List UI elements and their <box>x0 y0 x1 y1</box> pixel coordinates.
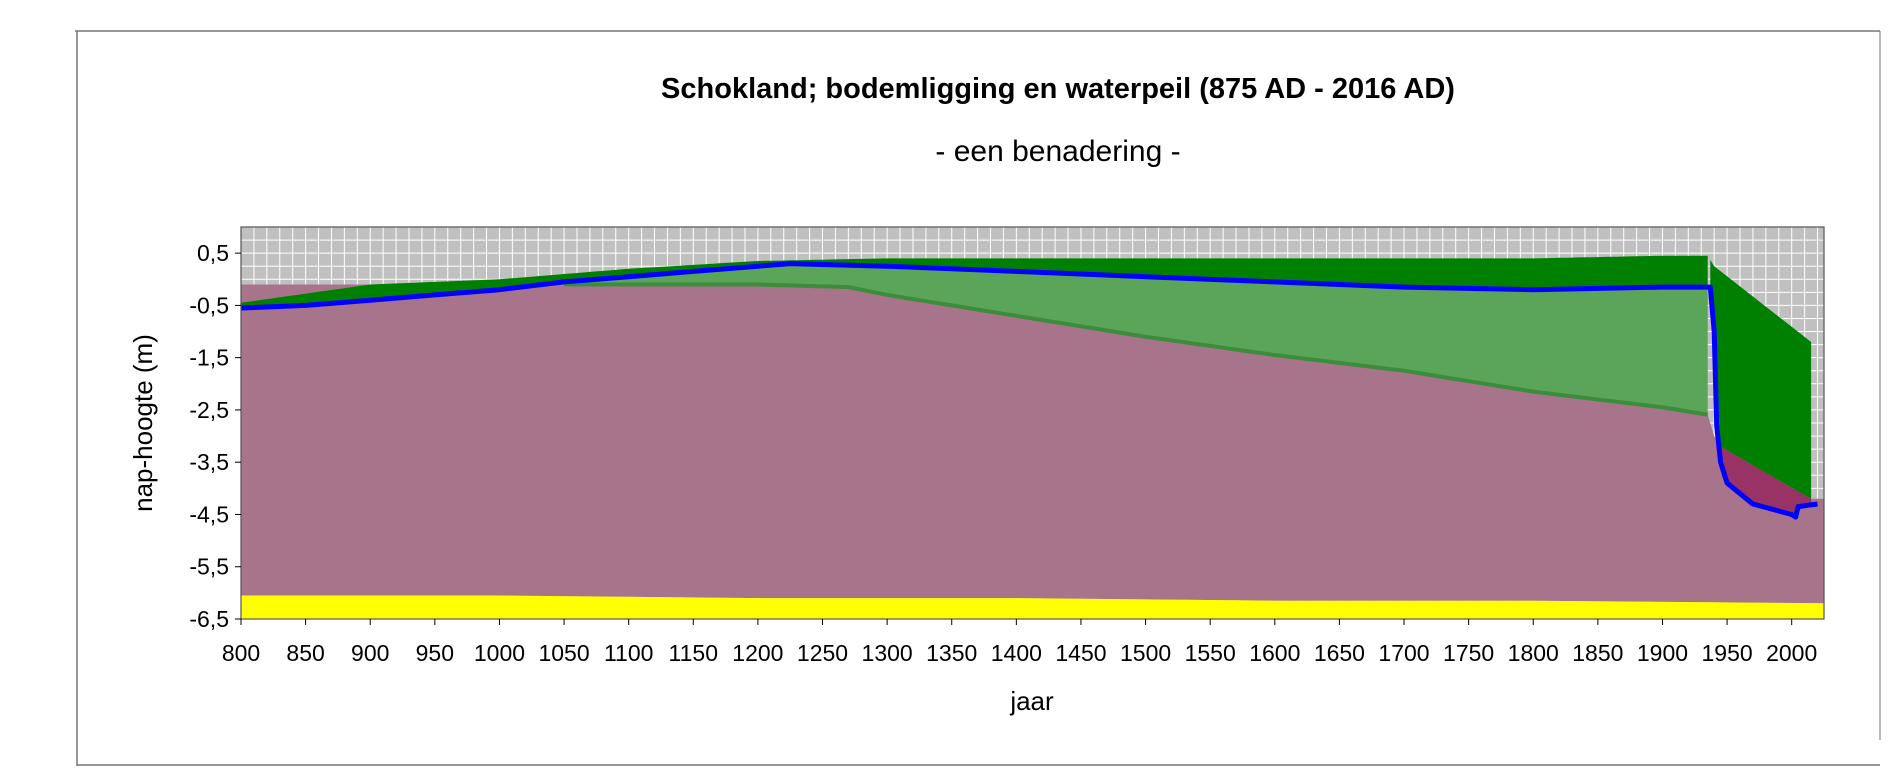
x-tick-label: 950 <box>416 640 454 666</box>
x-tick-label: 1450 <box>1055 640 1106 666</box>
x-tick-label: 1750 <box>1443 640 1494 666</box>
y-tick-label: -6,5 <box>189 606 229 632</box>
x-tick-label: 900 <box>351 640 389 666</box>
water-level-line <box>240 261 1818 520</box>
dark-green-top-layer <box>241 255 1708 308</box>
clay-boundary-line <box>564 282 1709 417</box>
plot-area-border <box>240 226 1825 620</box>
light-green-peat-layer <box>564 263 1708 415</box>
chart-subtitle: - een benadering - <box>935 135 1180 168</box>
x-tick-label: 1200 <box>732 640 783 666</box>
x-tick-label: 1550 <box>1185 640 1236 666</box>
y-axis: 0,5 -0,5 -1,5 -2,5 -3,5 -4,5 -5,5 -6,5 <box>189 240 241 632</box>
y-axis-label: nap-hoogte (m) <box>128 334 158 512</box>
y-tick-label: -1,5 <box>189 345 229 371</box>
light-purple-clay-layer <box>241 284 1824 604</box>
x-tick-label: 1100 <box>604 640 653 666</box>
y-tick-label: 0,5 <box>197 240 229 266</box>
y-tick-label: -0,5 <box>189 292 229 318</box>
x-tick-label: 1900 <box>1637 640 1688 666</box>
x-axis-label: jaar <box>1009 686 1054 716</box>
dark-purple-wedge-right <box>1714 331 1812 518</box>
x-tick-label: 800 <box>222 640 260 666</box>
x-tick-label: 1500 <box>1120 640 1171 666</box>
x-tick-label: 1300 <box>862 640 913 666</box>
y-tick-label: -3,5 <box>189 449 229 475</box>
chart-title: Schokland; bodemligging en waterpeil (87… <box>661 73 1455 105</box>
x-tick-label: 1700 <box>1378 640 1429 666</box>
x-tick-label: 1600 <box>1249 640 1300 666</box>
x-tick-label: 850 <box>286 640 324 666</box>
x-tick-label: 1400 <box>991 640 1042 666</box>
x-tick-label: 1650 <box>1314 640 1365 666</box>
x-tick-label: 2000 <box>1766 640 1817 666</box>
x-tick-label: 1800 <box>1508 640 1559 666</box>
x-tick-label: 1000 <box>474 640 525 666</box>
x-tick-label: 1950 <box>1701 640 1752 666</box>
x-tick-label: 1250 <box>797 640 848 666</box>
y-tick-label: -4,5 <box>189 501 229 527</box>
x-axis: 800 850 900 950 1000 1050 1100 1150 1200 1250 1300… <box>222 619 1817 666</box>
dark-green-right-layer <box>1710 259 1812 499</box>
x-tick-label: 1050 <box>538 640 589 666</box>
x-tick-label: 1350 <box>926 640 977 666</box>
x-tick-label: 1150 <box>669 640 718 666</box>
x-tick-label: 1850 <box>1572 640 1623 666</box>
y-tick-label: -5,5 <box>189 554 229 580</box>
yellow-sand-layer <box>241 595 1824 619</box>
y-tick-label: -2,5 <box>189 397 229 423</box>
data-layers <box>240 255 1824 619</box>
